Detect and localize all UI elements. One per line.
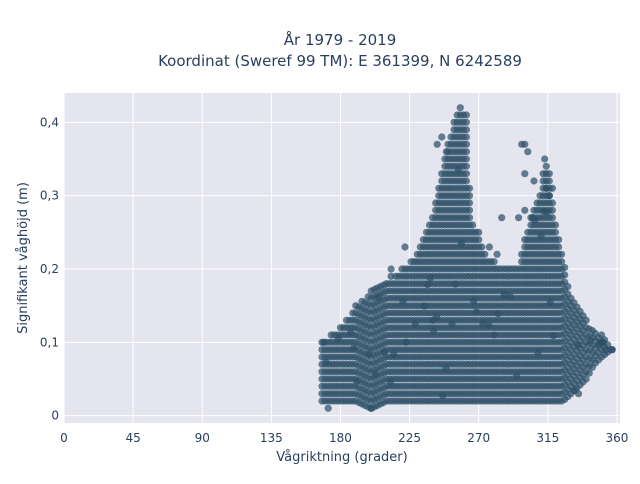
data-point xyxy=(462,111,470,119)
data-point xyxy=(462,140,470,148)
data-point xyxy=(542,162,550,170)
x-tick-label: 360 xyxy=(605,431,628,445)
x-tick-label: 90 xyxy=(195,431,210,445)
data-point xyxy=(545,192,553,200)
data-point xyxy=(465,206,474,214)
data-point xyxy=(456,104,464,112)
data-point xyxy=(462,133,470,141)
data-point xyxy=(548,184,557,192)
y-tick-label: 0,2 xyxy=(40,262,59,276)
data-point xyxy=(485,243,493,251)
data-point xyxy=(582,375,590,383)
data-point xyxy=(324,404,332,412)
chart-title-line1: År 1979 - 2019 xyxy=(284,30,397,49)
data-point xyxy=(462,162,470,170)
data-point xyxy=(521,170,529,178)
data-point xyxy=(564,283,572,291)
data-point xyxy=(490,331,498,339)
data-point xyxy=(401,243,409,251)
x-tick-label: 315 xyxy=(536,431,559,445)
plot-area xyxy=(64,93,620,423)
data-point xyxy=(521,206,529,214)
data-point xyxy=(545,170,553,178)
data-point xyxy=(558,250,566,258)
data-point xyxy=(539,170,547,178)
x-tick-label: 225 xyxy=(398,431,421,445)
data-point xyxy=(475,228,483,236)
x-axis-title: Vågriktning (grader) xyxy=(276,450,407,465)
data-point xyxy=(462,118,470,126)
data-point xyxy=(433,140,441,148)
data-point xyxy=(462,126,470,134)
data-point xyxy=(320,338,328,346)
data-point xyxy=(462,155,470,163)
x-tick-label: 45 xyxy=(125,431,140,445)
data-point xyxy=(490,258,498,266)
data-point xyxy=(521,140,529,148)
data-point xyxy=(475,236,483,244)
data-point xyxy=(387,265,395,273)
data-point xyxy=(545,177,553,185)
data-point xyxy=(561,263,569,272)
data-point xyxy=(551,228,560,236)
data-point xyxy=(387,272,395,280)
data-point xyxy=(462,148,470,156)
data-point xyxy=(530,177,538,185)
y-tick-label: 0,1 xyxy=(40,335,59,349)
data-point xyxy=(582,316,590,324)
y-tick-label: 0,4 xyxy=(40,115,59,129)
data-point xyxy=(462,177,470,185)
x-tick-label: 0 xyxy=(60,431,68,445)
data-point xyxy=(442,148,450,156)
data-points xyxy=(318,104,616,412)
data-point xyxy=(561,271,569,279)
data-point xyxy=(515,214,523,222)
data-point xyxy=(528,214,537,222)
data-point xyxy=(542,184,550,192)
data-point xyxy=(574,390,583,398)
x-tick-label: 135 xyxy=(260,431,283,445)
data-point xyxy=(558,258,566,266)
x-tick-label: 180 xyxy=(329,431,352,445)
data-point xyxy=(465,199,474,207)
data-point xyxy=(524,148,532,156)
data-point xyxy=(498,214,506,222)
data-point xyxy=(551,221,560,229)
data-point xyxy=(541,155,549,163)
data-point xyxy=(548,199,557,207)
data-point xyxy=(469,221,477,229)
x-tick-label: 270 xyxy=(467,431,490,445)
data-point xyxy=(585,369,593,377)
data-point xyxy=(555,243,563,251)
data-point xyxy=(548,214,557,222)
data-point xyxy=(548,206,557,214)
data-point xyxy=(481,250,489,258)
y-axis-title: Signifikant våghöjd (m) xyxy=(16,182,31,334)
y-axis-ticks: 0 0,1 0,2 0,3 0,4 xyxy=(40,115,59,422)
data-point xyxy=(438,133,446,141)
chart-title-line2: Koordinat (Sweref 99 TM): E 361399, N 62… xyxy=(158,52,522,70)
data-point xyxy=(465,214,474,222)
data-point xyxy=(465,192,474,200)
data-point xyxy=(367,404,375,412)
data-point xyxy=(465,184,474,192)
data-point xyxy=(493,250,501,258)
data-point xyxy=(608,346,616,354)
y-tick-label: 0 xyxy=(51,409,59,423)
data-point xyxy=(555,236,563,244)
data-point xyxy=(429,316,437,324)
data-point xyxy=(596,338,604,346)
y-tick-label: 0,3 xyxy=(40,189,59,203)
x-axis-ticks: 0 45 90 135 180 225 270 315 360 xyxy=(60,431,628,445)
data-point xyxy=(478,243,486,251)
data-point xyxy=(462,170,470,178)
